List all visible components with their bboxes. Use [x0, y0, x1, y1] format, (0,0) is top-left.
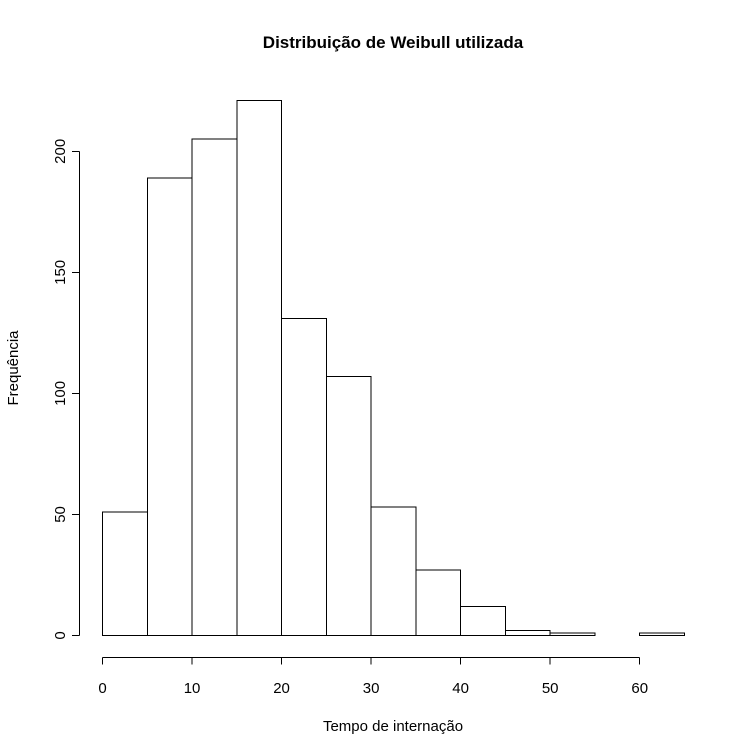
histogram-bar	[325, 375, 372, 636]
x-tick-label: 20	[273, 680, 290, 697]
y-axis: 0 50 100 150 200	[52, 139, 80, 640]
x-tick-label: 60	[631, 680, 648, 697]
histogram-bar	[504, 630, 551, 637]
histogram-bar	[370, 506, 417, 636]
x-tick-label: 10	[184, 680, 201, 697]
x-tick-label: 40	[452, 680, 469, 697]
x-tick-label: 50	[542, 680, 559, 697]
chart-title: Distribuição de Weibull utilizada	[263, 33, 524, 52]
histogram-bar	[191, 138, 238, 636]
x-axis: 0 10 20 30 40 50 60	[98, 657, 648, 697]
histogram-bar	[549, 632, 596, 636]
y-tick-label: 50	[52, 506, 69, 523]
y-tick-label: 100	[52, 381, 69, 406]
histogram-bar	[415, 569, 462, 636]
histogram-bar	[281, 317, 327, 636]
y-tick-label: 150	[52, 260, 69, 285]
x-axis-label: Tempo de internação	[323, 718, 463, 735]
histogram-bar	[236, 100, 283, 636]
histogram-bar	[102, 511, 148, 636]
histogram-bar	[146, 177, 193, 636]
y-axis-label: Frequência	[5, 330, 22, 406]
x-tick-label: 30	[363, 680, 380, 697]
bars-group	[102, 100, 686, 637]
y-tick-label: 200	[52, 139, 69, 164]
histogram-bar	[460, 605, 506, 637]
x-tick-label: 0	[98, 680, 106, 697]
y-tick-label: 0	[52, 631, 69, 639]
histogram-bar	[639, 632, 686, 636]
